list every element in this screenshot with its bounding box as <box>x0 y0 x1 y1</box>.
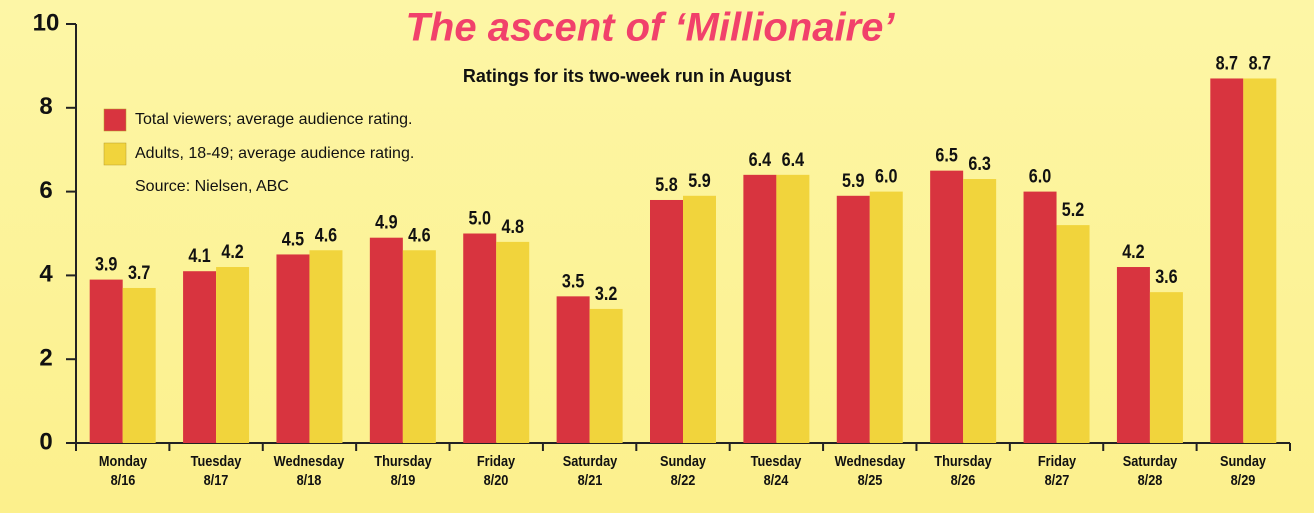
bar <box>216 267 250 443</box>
y-tick-label: 6 <box>39 177 52 204</box>
x-tick-label: Friday 8/20 <box>477 453 516 489</box>
bar <box>743 174 777 443</box>
value-label: 5.0 <box>469 207 492 229</box>
bar <box>930 170 964 443</box>
bar <box>402 250 436 443</box>
x-tick-label: Monday 8/16 <box>98 453 147 489</box>
x-tick-label: Tuesday 8/24 <box>750 453 802 489</box>
x-tick-label: Saturday 8/28 <box>1122 453 1178 489</box>
value-label: 4.9 <box>375 211 398 233</box>
x-tick-label: Wednesday 8/25 <box>834 453 906 489</box>
value-label: 6.5 <box>935 144 958 166</box>
bar <box>496 241 530 443</box>
value-label: 6.4 <box>782 149 805 171</box>
legend-label: Total viewers; average audience rating. <box>135 111 413 128</box>
value-label: 8.7 <box>1216 52 1239 74</box>
value-label: 6.4 <box>749 149 772 171</box>
x-tick-label: Friday 8/27 <box>1037 453 1076 489</box>
bar <box>683 195 716 443</box>
bar <box>463 233 497 443</box>
chart-subtitle: Ratings for its two-week run in August <box>463 66 791 86</box>
bar <box>650 199 683 443</box>
value-label: 3.9 <box>95 253 118 275</box>
bar <box>122 287 156 443</box>
value-label: 4.8 <box>502 216 525 238</box>
x-tick-label: Wednesday 8/18 <box>274 453 345 489</box>
y-tick-label: 0 <box>39 428 52 455</box>
value-label: 4.5 <box>282 228 305 250</box>
value-label: 4.6 <box>408 224 431 246</box>
value-label: 6.0 <box>875 165 898 187</box>
bar <box>869 191 903 443</box>
x-tick-label: Thursday 8/19 <box>374 453 432 489</box>
value-label: 6.0 <box>1029 165 1052 187</box>
value-label: 4.2 <box>221 241 244 263</box>
bar <box>1243 78 1277 443</box>
bar <box>1149 292 1183 443</box>
x-tick-label: Saturday 8/21 <box>562 453 617 489</box>
bar <box>1056 225 1090 443</box>
x-tick-label: Thursday 8/26 <box>934 453 992 489</box>
value-label: 4.2 <box>1122 241 1145 263</box>
value-label: 3.2 <box>595 283 618 305</box>
bar <box>1023 191 1057 443</box>
value-label: 4.1 <box>188 245 211 267</box>
bar <box>963 179 997 443</box>
x-tick-label: Sunday 8/22 <box>659 453 707 489</box>
value-label: 5.9 <box>842 170 865 192</box>
value-label: 5.8 <box>655 174 678 196</box>
bar <box>369 237 403 443</box>
source-note: Source: Nielsen, ABC <box>135 178 289 195</box>
bar <box>556 296 590 443</box>
x-tick-label: Tuesday 8/17 <box>190 453 242 489</box>
chart-title: The ascent of ‘Millionaire’ <box>406 6 896 50</box>
bar <box>183 271 217 443</box>
y-tick-label: 4 <box>39 261 53 288</box>
value-label: 3.5 <box>562 270 585 292</box>
y-tick-label: 2 <box>39 345 52 372</box>
bar <box>1210 78 1244 443</box>
y-tick-label: 10 <box>33 9 60 36</box>
y-tick-label: 8 <box>39 93 52 120</box>
legend-swatch <box>103 108 127 132</box>
bar <box>309 250 343 443</box>
bar <box>776 174 810 443</box>
value-label: 5.2 <box>1062 199 1085 221</box>
value-label: 5.9 <box>688 170 711 192</box>
bar <box>89 279 123 443</box>
bar <box>836 195 870 443</box>
x-tick-label: Sunday 8/29 <box>1220 453 1267 489</box>
value-label: 3.6 <box>1155 266 1178 288</box>
bar <box>589 308 623 443</box>
value-label: 4.6 <box>315 224 338 246</box>
bar <box>276 254 310 443</box>
value-label: 3.7 <box>128 262 151 284</box>
value-label: 8.7 <box>1249 52 1272 74</box>
value-label: 6.3 <box>968 153 991 175</box>
bar <box>1116 267 1150 443</box>
legend-swatch <box>103 142 127 166</box>
legend-label: Adults, 18-49; average audience rating. <box>135 145 414 162</box>
